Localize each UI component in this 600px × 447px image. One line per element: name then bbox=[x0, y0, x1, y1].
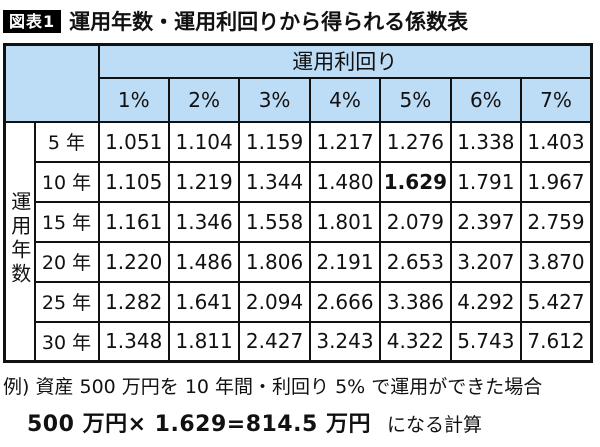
year-label: 10 年 bbox=[33, 160, 100, 203]
example-line1: 例) 資産 500 万円を 10 年間・利回り 5% で運用ができた場合 bbox=[3, 376, 543, 398]
year-label: 15 年 bbox=[33, 200, 100, 243]
coefficient-cell: 1.486 bbox=[167, 240, 241, 283]
coefficient-cell: 1.338 bbox=[449, 120, 523, 163]
yield-col-header: 1% bbox=[97, 76, 170, 123]
table-row: 15 年 1.161 1.346 1.558 1.801 2.079 2.397 2.759 bbox=[5, 200, 593, 243]
coefficient-cell: 2.666 bbox=[308, 280, 382, 323]
page-title: 運用年数・運用利回りから得られる係数表 bbox=[69, 10, 469, 34]
coefficient-cell: 7.612 bbox=[520, 320, 593, 363]
example-calculation: 500 万円× 1.629=814.5 万円 bbox=[27, 412, 371, 437]
coefficient-cell: 3.243 bbox=[308, 320, 382, 363]
example-line2: 500 万円× 1.629=814.5 万円 になる計算 bbox=[27, 406, 600, 438]
coefficient-cell: 1.641 bbox=[167, 280, 241, 323]
coefficient-cell: 4.322 bbox=[379, 320, 452, 363]
coefficient-cell: 1.276 bbox=[379, 120, 452, 163]
coefficient-cell: 3.870 bbox=[520, 240, 593, 283]
coefficient-cell: 5.743 bbox=[449, 320, 523, 363]
coefficient-cell: 1.806 bbox=[238, 240, 311, 283]
coefficient-cell: 1.403 bbox=[520, 120, 593, 163]
coefficient-cell: 1.344 bbox=[238, 160, 311, 203]
coefficient-cell: 1.282 bbox=[97, 280, 170, 323]
coefficient-cell: 1.558 bbox=[238, 200, 311, 243]
yield-col-header: 4% bbox=[308, 76, 382, 123]
coefficient-cell: 1.811 bbox=[167, 320, 241, 363]
year-label: 25 年 bbox=[33, 280, 100, 323]
coefficient-cell: 1.219 bbox=[167, 160, 241, 203]
table-row: 25 年 1.282 1.641 2.094 2.666 3.386 4.292 5.427 bbox=[5, 280, 593, 323]
example-caption: 例) 資産 500 万円を 10 年間・利回り 5% で運用ができた場合 500… bbox=[3, 372, 600, 438]
yield-col-header: 7% bbox=[520, 76, 593, 123]
year-label: 20 年 bbox=[33, 240, 100, 283]
coefficient-cell: 1.161 bbox=[97, 200, 170, 243]
coefficient-cell: 2.079 bbox=[379, 200, 452, 243]
coefficient-cell: 3.386 bbox=[379, 280, 452, 323]
years-group-header: 運用年数 bbox=[3, 120, 36, 363]
coefficient-cell: 4.292 bbox=[449, 280, 523, 323]
coefficient-cell: 3.207 bbox=[449, 240, 523, 283]
coefficient-cell: 1.967 bbox=[520, 160, 593, 203]
coefficient-cell: 1.480 bbox=[308, 160, 382, 203]
coefficient-cell: 2.653 bbox=[379, 240, 452, 283]
percent-header-row: 1% 2% 3% 4% 5% 6% 7% bbox=[5, 76, 593, 123]
coefficient-cell: 1.217 bbox=[308, 120, 382, 163]
coefficient-cell: 2.759 bbox=[520, 200, 593, 243]
table-row: 10 年 1.105 1.219 1.344 1.480 1.629 1.791 1.967 bbox=[5, 160, 593, 203]
example-suffix: になる計算 bbox=[386, 414, 482, 436]
coefficient-cell: 1.348 bbox=[97, 320, 170, 363]
coefficient-cell: 1.346 bbox=[167, 200, 241, 243]
coefficient-cell: 1.051 bbox=[97, 120, 170, 163]
yield-col-header: 2% bbox=[167, 76, 241, 123]
yield-col-header: 3% bbox=[238, 76, 311, 123]
coefficient-cell: 1.159 bbox=[238, 120, 311, 163]
figure-title-row: 図表1 運用年数・運用利回りから得られる係数表 bbox=[0, 0, 600, 43]
coefficient-cell: 1.629 bbox=[379, 160, 452, 203]
coefficient-cell: 1.791 bbox=[449, 160, 523, 203]
coefficient-cell: 1.801 bbox=[308, 200, 382, 243]
figure-number-badge: 図表1 bbox=[3, 9, 62, 33]
coefficient-cell: 1.220 bbox=[97, 240, 170, 283]
years-group-header-label: 運用年数 bbox=[7, 190, 32, 287]
table-row: 30 年 1.348 1.811 2.427 3.243 4.322 5.743 7.612 bbox=[5, 320, 593, 363]
year-label: 5 年 bbox=[33, 120, 100, 163]
table-row: 20 年 1.220 1.486 1.806 2.191 2.653 3.207 3.870 bbox=[5, 240, 593, 283]
yield-group-header-row: 運用利回り bbox=[3, 43, 593, 123]
coefficient-cell: 5.427 bbox=[520, 280, 593, 323]
yield-col-header: 6% bbox=[449, 76, 523, 123]
yield-group-header: 運用利回り bbox=[97, 43, 593, 79]
coefficient-cell: 1.105 bbox=[97, 160, 170, 203]
table-row: 運用年数 5 年 1.051 1.104 1.159 1.217 1.276 1.338 1.4… bbox=[3, 120, 593, 363]
corner-cell bbox=[3, 43, 100, 123]
coefficient-cell: 1.104 bbox=[167, 120, 241, 163]
table-body: 運用年数 5 年 1.051 1.104 1.159 1.217 1.276 1.338 1.4… bbox=[3, 120, 593, 363]
coefficient-table: 運用利回り 1% 2% 3% 4% 5% 6% 7% 運用年数 5 年 1.051 1.104 1.… bbox=[3, 43, 593, 363]
coefficient-cell: 2.427 bbox=[238, 320, 311, 363]
coefficient-cell: 2.397 bbox=[449, 200, 523, 243]
coefficient-cell: 2.191 bbox=[308, 240, 382, 283]
yield-col-header: 5% bbox=[379, 76, 452, 123]
coefficient-cell: 2.094 bbox=[238, 280, 311, 323]
year-label: 30 年 bbox=[33, 320, 100, 363]
